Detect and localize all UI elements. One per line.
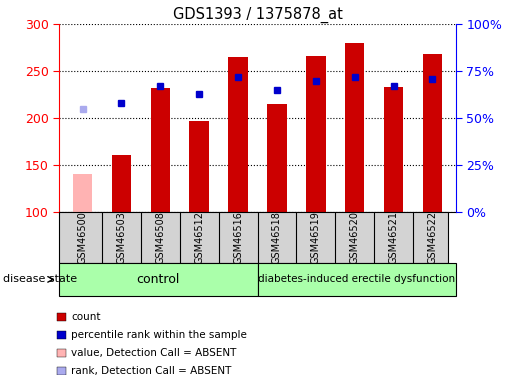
Bar [258, 262, 456, 296]
Text: control: control [136, 273, 180, 286]
Bar [57, 349, 66, 357]
Text: GSM46503: GSM46503 [116, 211, 126, 264]
Text: GSM46520: GSM46520 [350, 211, 359, 264]
Text: GSM46518: GSM46518 [272, 211, 282, 264]
Text: GSM46512: GSM46512 [194, 211, 204, 264]
Text: GSM46516: GSM46516 [233, 211, 243, 264]
Bar [59, 262, 258, 296]
Bar [112, 154, 131, 212]
Text: GSM46508: GSM46508 [156, 211, 165, 264]
Text: GSM46522: GSM46522 [427, 211, 437, 264]
Bar [190, 121, 209, 212]
Text: percentile rank within the sample: percentile rank within the sample [71, 330, 247, 340]
Bar [57, 367, 66, 375]
Text: count: count [71, 312, 100, 322]
Title: GDS1393 / 1375878_at: GDS1393 / 1375878_at [173, 7, 342, 23]
Text: GSM46500: GSM46500 [78, 211, 88, 264]
Bar [306, 56, 325, 212]
Text: GSM46521: GSM46521 [389, 211, 399, 264]
Bar [345, 43, 365, 212]
Bar [57, 313, 66, 321]
Bar [267, 104, 287, 212]
Bar [150, 88, 170, 212]
Bar [228, 57, 248, 212]
Bar [73, 174, 92, 212]
Text: rank, Detection Call = ABSENT: rank, Detection Call = ABSENT [71, 366, 231, 375]
Text: diabetes-induced erectile dysfunction: diabetes-induced erectile dysfunction [258, 274, 455, 284]
Text: value, Detection Call = ABSENT: value, Detection Call = ABSENT [71, 348, 236, 358]
Bar [384, 87, 403, 212]
Text: disease state: disease state [3, 274, 77, 284]
Bar [423, 54, 442, 212]
Text: GSM46519: GSM46519 [311, 211, 321, 264]
Bar [57, 331, 66, 339]
